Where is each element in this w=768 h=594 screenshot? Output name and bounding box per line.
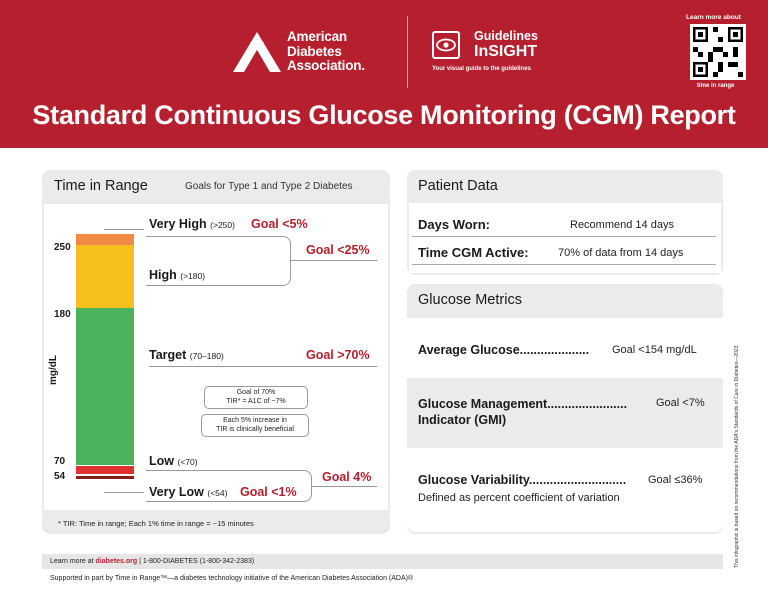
glucose-variability-description: Defined as percent coefficient of variat… <box>418 492 620 504</box>
target-name: Target <box>149 348 187 362</box>
eye-icon <box>432 31 460 59</box>
qr-label: time in range <box>697 83 735 89</box>
high-combined-connector <box>291 260 377 261</box>
very-high-connector <box>104 229 144 230</box>
tir-a1c-note: Goal of 70% TIR* = A1C of ~7% <box>204 386 308 409</box>
axis-value-250: 250 <box>54 242 71 253</box>
org-name-line3: Association. <box>287 58 365 73</box>
low-combined-bracket <box>146 470 312 502</box>
very-low-threshold: (<54) <box>207 488 228 498</box>
very-high-threshold: (>250) <box>210 220 235 230</box>
cgm-active-divider <box>412 264 716 265</box>
target-threshold: (70–180) <box>189 351 224 361</box>
low-combined-goal: Goal 4% <box>322 470 372 484</box>
days-worn-divider <box>412 236 716 237</box>
low-name: Low <box>149 454 174 468</box>
very-high-name: Very High <box>149 217 207 231</box>
gmi-label-line2: Indicator (GMI) <box>418 413 507 427</box>
time-in-range-title: Time in Range <box>54 178 148 194</box>
org-name[interactable]: American Diabetes Association. <box>287 29 365 74</box>
glucose-variability-row <box>407 448 723 532</box>
very-low-bar-segment <box>76 476 134 479</box>
average-glucose-row <box>407 318 723 378</box>
gmi-label: Glucose Management......................… <box>418 396 627 428</box>
very-high-goal: Goal <5% <box>251 217 308 231</box>
high-bar-segment <box>76 245 134 308</box>
patient-data-title: Patient Data <box>418 178 498 194</box>
days-worn-label: Days Worn: <box>418 217 490 232</box>
footer-phone: | 1-800-DIABETES (1-800-342-2383) <box>139 558 255 565</box>
axis-value-180: 180 <box>54 309 71 320</box>
patient-data-body <box>409 203 721 273</box>
very-high-bar-segment <box>76 234 134 245</box>
high-threshold: (>180) <box>180 271 206 281</box>
gmi-row <box>407 378 723 448</box>
time-in-range-subtitle: Goals for Type 1 and Type 2 Diabetes <box>185 181 353 192</box>
days-worn-value: Recommend 14 days <box>570 219 674 231</box>
low-combined-connector <box>312 486 377 487</box>
qr-code-icon <box>693 27 743 77</box>
footer-bar: Learn more at diabetes.org | 1-800-DIABE… <box>42 554 723 569</box>
page-title: Standard Continuous Glucose Monitoring (… <box>32 100 736 130</box>
guidelines-insight-title: Guidelines InSIGHT <box>474 29 538 61</box>
axis-value-54: 54 <box>54 471 66 482</box>
source-note: This infographic is based on recommendat… <box>734 345 740 568</box>
gmi-goal: Goal <7% <box>656 397 705 409</box>
support-statement: Supported in part by Time in Range™—a di… <box>50 575 414 582</box>
average-glucose-label: Average Glucose.................... <box>418 343 590 357</box>
target-goal: Goal >70% <box>306 348 370 362</box>
tir-benefit-note-line2: TIR is clinically beneficial <box>216 425 294 433</box>
high-combined-goal: Goal <25% <box>306 243 370 257</box>
tir-benefit-note-line1: Each 5% increase in <box>223 417 287 424</box>
high-label: High (>180) <box>149 268 205 282</box>
very-low-label: Very Low (<54) <box>149 485 227 499</box>
target-underline <box>149 366 377 367</box>
header-divider <box>407 16 408 88</box>
very-low-goal: Goal <1% <box>240 485 297 499</box>
axis-value-70: 70 <box>54 456 66 467</box>
guidelines-line2: InSIGHT <box>474 43 538 60</box>
very-low-connector <box>104 492 144 493</box>
tir-a1c-note-line1: Goal of 70% <box>236 389 276 396</box>
footer-learn-prefix: Learn more at <box>50 558 94 565</box>
org-name-line2: Diabetes <box>287 43 342 59</box>
glucose-variability-label: Glucose Variability.....................… <box>418 473 627 487</box>
target-label: Target (70–180) <box>149 348 224 362</box>
low-label: Low (<70) <box>149 454 198 468</box>
learn-more-label: Learn more about <box>686 14 741 21</box>
low-bar-segment <box>76 466 134 474</box>
low-threshold: (<70) <box>177 457 198 467</box>
axis-unit-label: mg/dL <box>48 355 59 385</box>
tir-benefit-note: Each 5% increase in TIR is clinically be… <box>201 414 309 437</box>
ada-logo-icon <box>233 32 281 72</box>
org-name-line1: American <box>287 29 347 44</box>
high-name: High <box>149 268 177 282</box>
high-combined-bracket <box>146 236 291 286</box>
guidelines-subtitle: Your visual guide to the guidelines <box>432 66 531 72</box>
tir-a1c-note-line2: TIR* = A1C of ~7% <box>226 397 286 405</box>
cgm-active-value: 70% of data from 14 days <box>558 247 684 259</box>
tir-footnote: * TIR: Time in range; Each 1% time in ra… <box>58 519 254 528</box>
qr-code[interactable] <box>690 24 746 80</box>
guidelines-line1: Guidelines <box>474 29 538 43</box>
diabetes-org-link[interactable]: diabetes.org <box>95 558 138 565</box>
very-high-label: Very High (>250) <box>149 217 235 231</box>
glucose-metrics-title: Glucose Metrics <box>418 292 522 308</box>
cgm-active-label: Time CGM Active: <box>418 245 529 260</box>
average-glucose-goal: Goal <154 mg/dL <box>612 344 697 356</box>
header-banner: American Diabetes Association. Guideline… <box>0 0 768 148</box>
target-bar-segment <box>76 308 134 465</box>
very-low-name: Very Low <box>149 485 204 499</box>
gmi-label-line1: Glucose Management......................… <box>418 397 628 411</box>
glucose-variability-goal: Goal ≤36% <box>648 474 703 486</box>
